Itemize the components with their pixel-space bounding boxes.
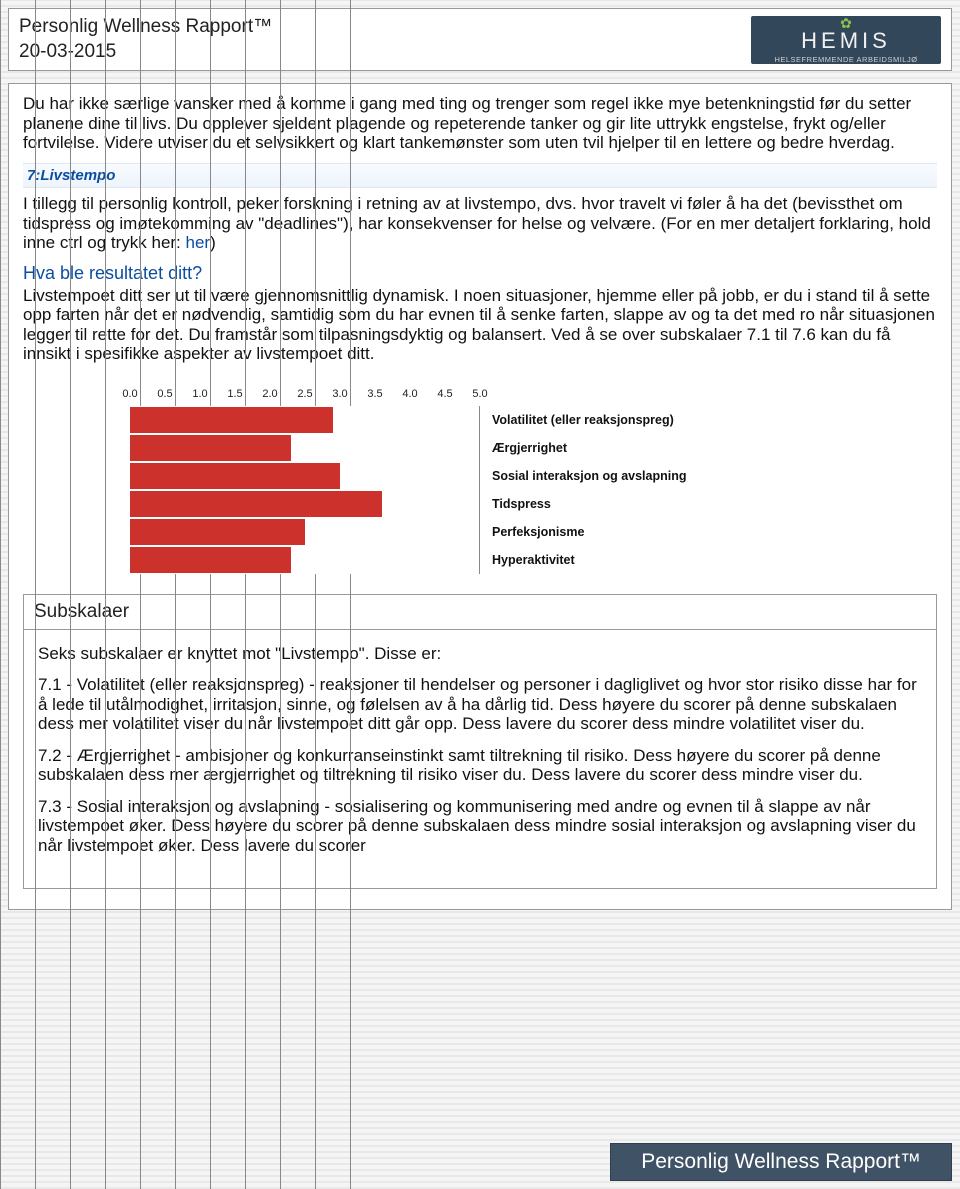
report-date: 20-03-2015 [19,40,272,65]
chart-tick: 0.0 [122,388,137,401]
logo-tagline: HELSEFREMMENDE ARBEIDSMILJØ [774,55,917,64]
chart-bars [130,406,480,574]
chart-tick: 3.0 [332,388,347,401]
section-label-livstempo: 7:Livstempo [23,163,937,188]
chart-series-label: Tidspress [492,490,687,518]
result-question: Hva ble resultatet ditt? [23,263,937,284]
section-p1-before: I tillegg til personlig kontroll, peker … [23,194,931,252]
intro-paragraph: Du har ikke særlige vansker med å komme … [23,94,937,153]
hemis-logo: ✿ HEMIS HELSEFREMMENDE ARBEIDSMILJØ [751,16,941,64]
chart-tick: 1.0 [192,388,207,401]
subskala-7-1: 7.1 - Volatilitet (eller reaksjonspreg) … [38,675,922,734]
chart-bar-row [130,546,479,574]
report-title: Personlig Wellness Rapport™ [19,15,272,40]
chart-tick: 2.5 [297,388,312,401]
chart-x-axis: 0.00.51.01.52.02.53.03.54.04.55.0 [130,388,480,406]
chart-bar-row [130,406,479,434]
subskalaer-intro: Seks subskalaer er knyttet mot "Livstemp… [38,644,922,664]
chart-series-label: Perfeksjonisme [492,518,687,546]
chart-tick: 3.5 [367,388,382,401]
detail-link[interactable]: her [186,233,211,252]
chart-tick: 5.0 [472,388,487,401]
chart-tick: 4.5 [437,388,452,401]
subskala-7-2: 7.2 - Ærgjerrighet - ambisjoner og konku… [38,746,922,785]
chart-tick: 0.5 [157,388,172,401]
section-p1-after: ) [210,233,216,252]
logo-name: HEMIS [801,28,891,54]
chart-bar [130,519,305,545]
chart-labels: Volatilitet (eller reaksjonspreg)Ærgjerr… [492,406,687,574]
header-title-block: Personlig Wellness Rapport™ 20-03-2015 [19,15,272,64]
chart-bar [130,435,291,461]
section-paragraph-1: I tillegg til personlig kontroll, peker … [23,194,937,253]
chart-series-label: Ærgjerrighet [492,434,687,462]
chart-tick: 2.0 [262,388,277,401]
chart-bar-row [130,490,479,518]
chart-bar [130,463,340,489]
chart-tick: 4.0 [402,388,417,401]
subskalaer-content: Seks subskalaer er knyttet mot "Livstemp… [23,630,937,889]
chart-series-label: Sosial interaksjon og avslapning [492,462,687,490]
chart-body: Volatilitet (eller reaksjonspreg)Ærgjerr… [130,406,840,574]
chart-bar-row [130,434,479,462]
footer-title: Personlig Wellness Rapport™ [610,1143,952,1181]
chart-bar [130,407,333,433]
section-paragraph-2: Livstempoet ditt ser ut til være gjennom… [23,286,937,364]
chart-tick: 1.5 [227,388,242,401]
subskala-7-3: 7.3 - Sosial interaksjon og avslapning -… [38,797,922,856]
chart-series-label: Volatilitet (eller reaksjonspreg) [492,406,687,434]
page-footer: Personlig Wellness Rapport™ [8,1143,952,1181]
report-header: Personlig Wellness Rapport™ 20-03-2015 ✿… [8,8,952,71]
chart-bar [130,491,382,517]
main-content: Du har ikke særlige vansker med å komme … [8,83,952,909]
subskalaer-heading: Subskalaer [23,594,937,630]
chart-series-label: Hyperaktivitet [492,546,687,574]
chart-bar-row [130,518,479,546]
livstempo-chart: 0.0 0.5 1.0 1.5 2.0 2.5 3.0 3.5 4.0 4.5 5.0 Volati… [120,388,840,574]
chart-bar [130,547,291,573]
chart-bar-row [130,462,479,490]
